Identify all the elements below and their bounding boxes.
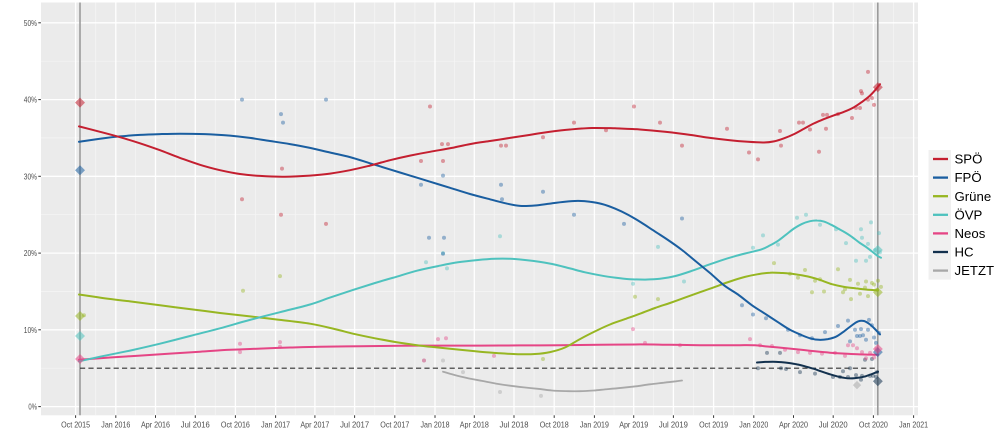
svg-text:Oct 2018: Oct 2018 [540,420,569,430]
svg-text:Jul 2016: Jul 2016 [181,420,210,430]
svg-text:Grüne: Grüne [955,189,992,204]
svg-text:JETZT: JETZT [955,263,995,278]
svg-text:Apr 2020: Apr 2020 [779,420,808,430]
svg-text:Apr 2016: Apr 2016 [141,420,170,430]
svg-text:Jul 2020: Jul 2020 [819,420,848,430]
svg-text:SPÖ: SPÖ [955,152,983,167]
svg-text:Jan 2021: Jan 2021 [899,420,928,430]
svg-text:10%: 10% [24,325,38,335]
svg-text:50%: 50% [24,18,38,28]
svg-text:Jan 2018: Jan 2018 [421,420,450,430]
svg-text:Oct 2017: Oct 2017 [380,420,409,430]
svg-text:30%: 30% [24,171,38,181]
svg-text:Oct 2015: Oct 2015 [61,420,90,430]
svg-text:ÖVP: ÖVP [955,207,983,222]
svg-text:Jan 2016: Jan 2016 [101,420,130,430]
svg-text:20%: 20% [24,248,38,258]
svg-text:0%: 0% [28,402,37,412]
svg-text:Jan 2017: Jan 2017 [261,420,290,430]
svg-text:Jan 2020: Jan 2020 [739,420,768,430]
svg-text:Oct 2016: Oct 2016 [221,420,250,430]
svg-text:Jul 2017: Jul 2017 [340,420,369,430]
svg-text:Jan 2019: Jan 2019 [580,420,609,430]
svg-text:FPÖ: FPÖ [955,170,982,185]
svg-text:HC: HC [955,245,975,260]
svg-text:Oct 2020: Oct 2020 [859,420,888,430]
svg-text:Apr 2019: Apr 2019 [619,420,648,430]
svg-text:40%: 40% [24,95,38,105]
svg-text:Apr 2017: Apr 2017 [300,420,329,430]
svg-text:Neos: Neos [955,226,986,241]
svg-text:Oct 2019: Oct 2019 [699,420,728,430]
svg-text:Apr 2018: Apr 2018 [460,420,489,430]
svg-text:Jul 2018: Jul 2018 [500,420,529,430]
svg-text:Jul 2019: Jul 2019 [659,420,688,430]
